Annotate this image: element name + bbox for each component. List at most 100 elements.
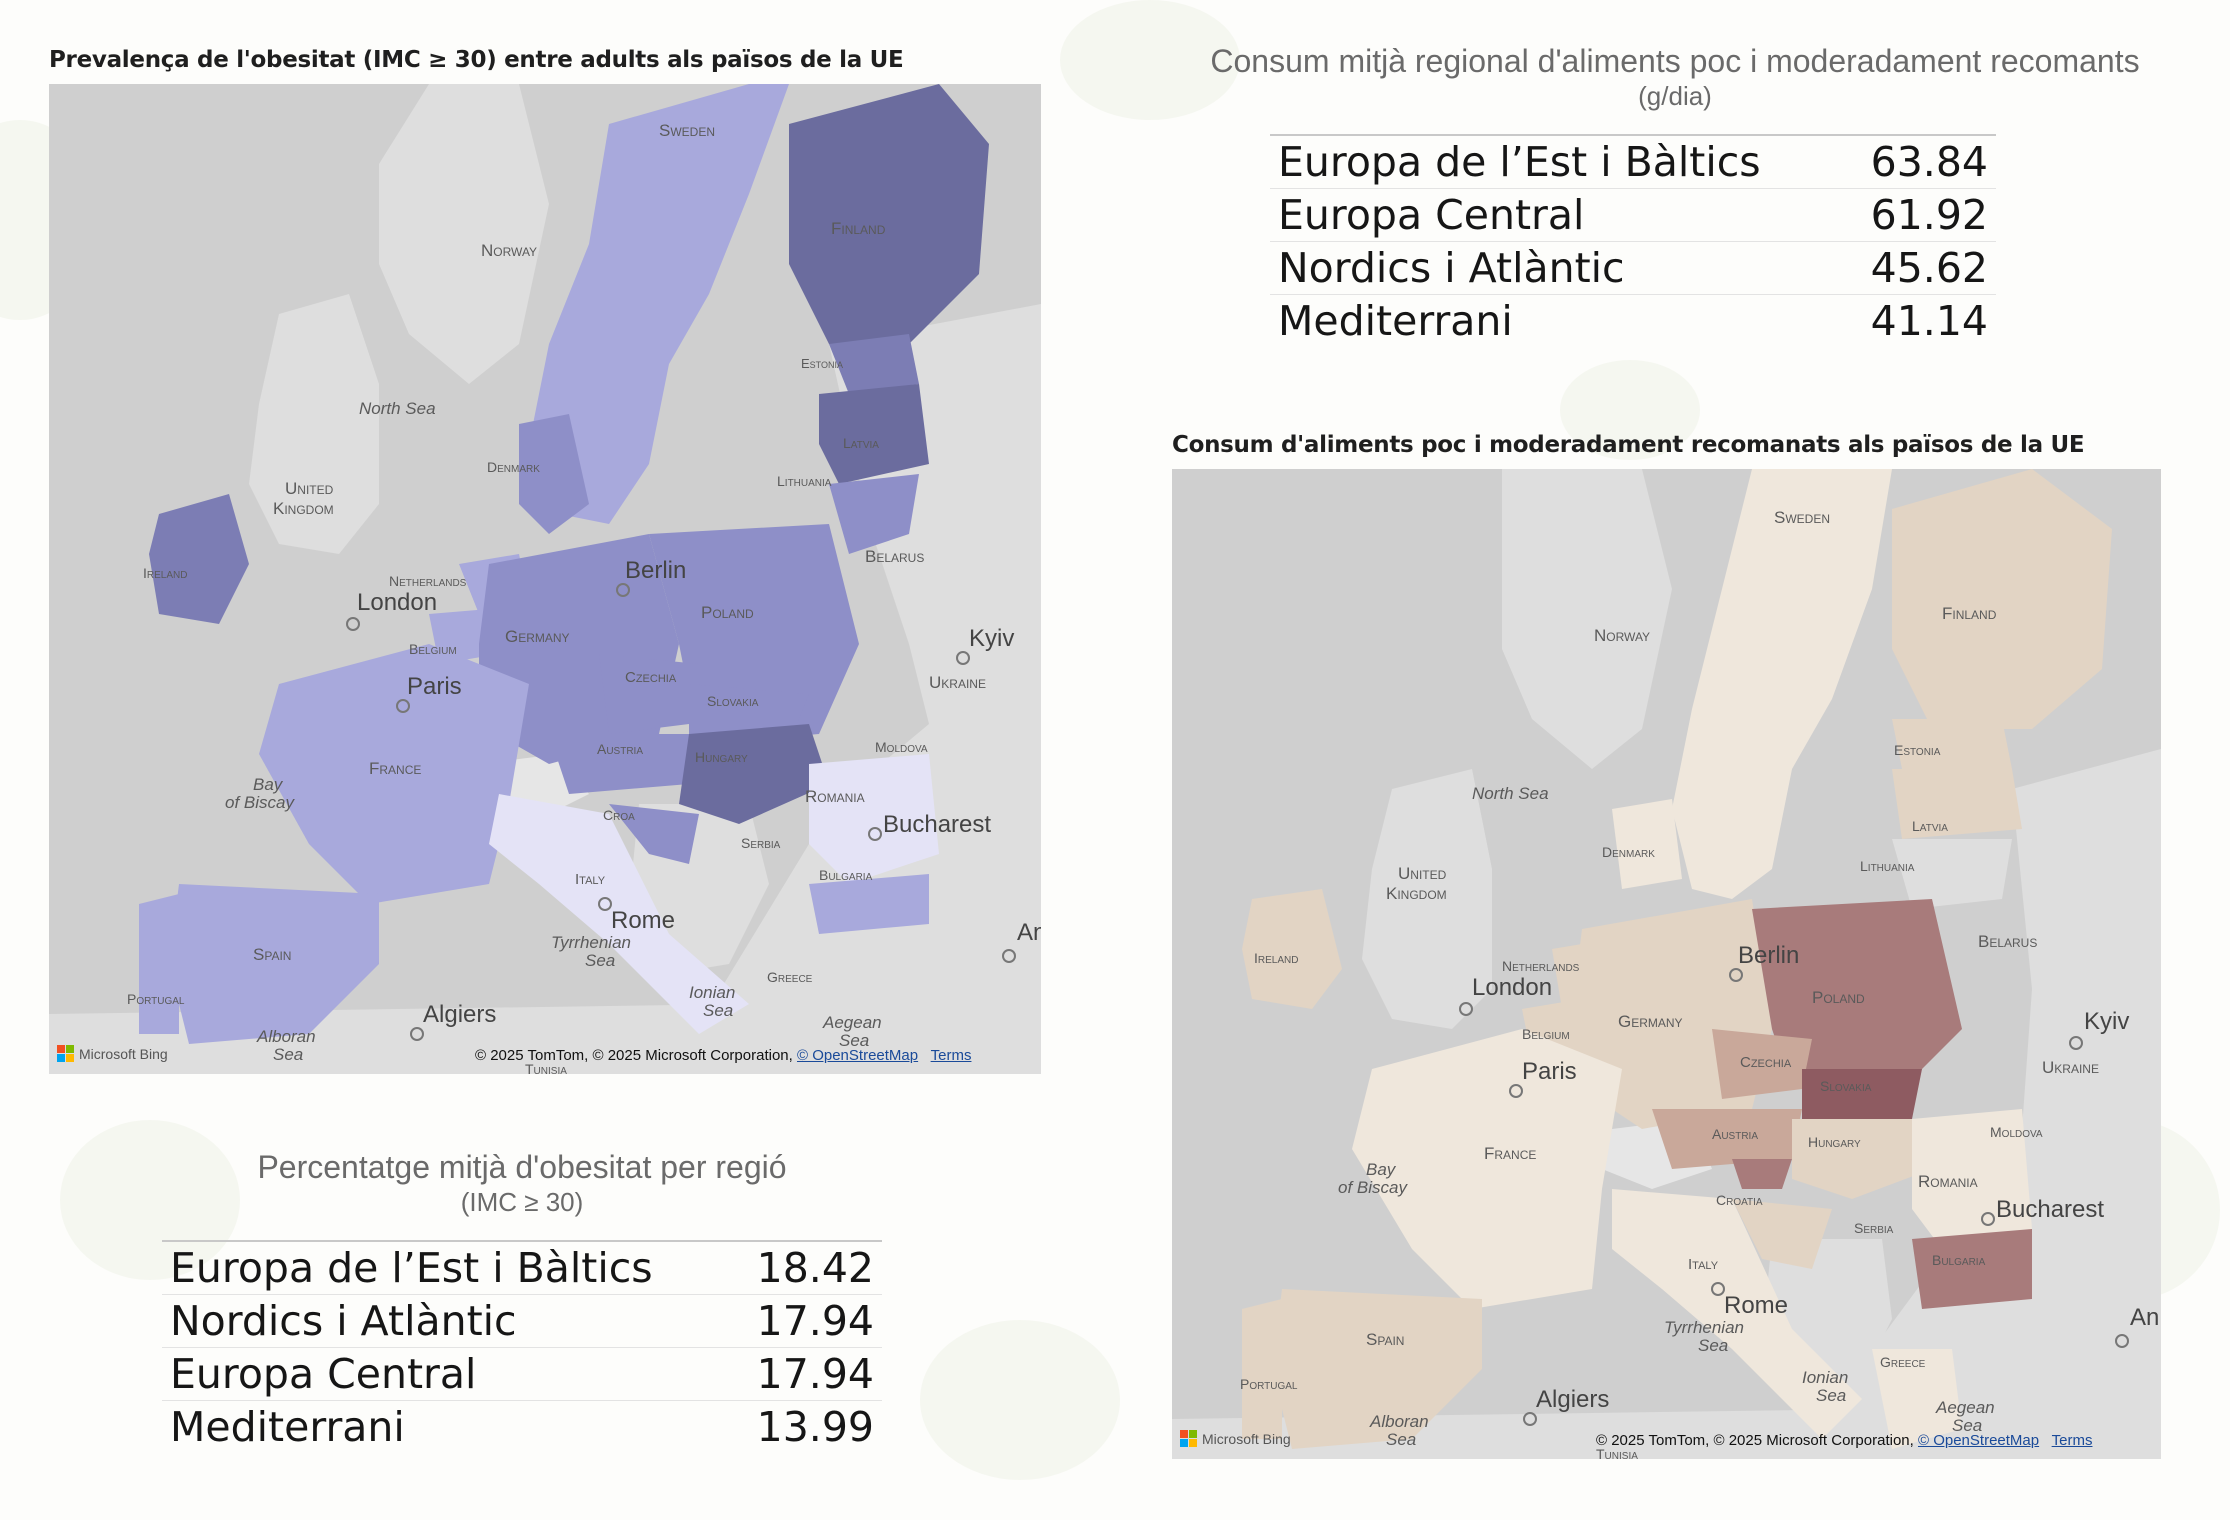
table-row[interactable]: Nordics i Atlàntic 17.94: [162, 1295, 882, 1348]
region-value: 45.62: [1870, 244, 1988, 292]
bing-logo-text: Microsoft Bing: [1202, 1430, 1291, 1447]
map-country-bulgaria: [1912, 1229, 2032, 1309]
table-row[interactable]: Nordics i Atlàntic 45.62: [1270, 242, 1996, 295]
map-country-greece: [749, 944, 839, 1044]
map-attribution: © 2025 TomTom, © 2025 Microsoft Corporat…: [1596, 1432, 2092, 1449]
terms-link[interactable]: Terms: [930, 1047, 972, 1064]
map-label-aegean: Aegean: [822, 1013, 882, 1032]
map-country-latvia: [1892, 769, 2022, 839]
map-label-lithuania: Lithuania: [1860, 858, 1915, 874]
map-label-romania: Romania: [1918, 1172, 1978, 1191]
map-land-east: [669, 304, 1041, 1074]
map-country-austria: [549, 734, 689, 794]
map-label-paris: Paris: [407, 673, 462, 700]
map-land-norway: [379, 84, 549, 384]
background-decoration: [920, 1320, 1120, 1480]
map-land-uk: [249, 294, 379, 554]
map-country-czechia: [599, 654, 699, 734]
map-label-sweden: Sweden: [1774, 508, 1830, 527]
map-label-kingdom: Kingdom: [273, 499, 334, 518]
map-label-romania: Romania: [805, 787, 865, 806]
map-label-netherlands: Netherlands: [1502, 958, 1580, 974]
table-row[interactable]: Mediterrani 13.99: [162, 1401, 882, 1453]
map-country-ireland: [149, 494, 249, 624]
map-country-denmark: [1612, 799, 1682, 889]
map-country-finland: [1892, 469, 2112, 729]
attribution-text: © 2025 TomTom, © 2025 Microsoft Corporat…: [1596, 1432, 1914, 1449]
map-label-united: United: [1398, 864, 1447, 883]
map-label-alboran-sea: Sea: [273, 1045, 303, 1064]
obesity-map[interactable]: Sweden Norway Finland Estonia Latvia Lit…: [49, 84, 1041, 1074]
consumption-table-subheading: (g/dia): [1638, 81, 1712, 111]
map-label-serbia: Serbia: [1854, 1220, 1894, 1236]
map-country-slovakia: [1802, 1069, 1922, 1119]
table-row[interactable]: Europa de l’Est i Bàltics 63.84: [1270, 136, 1996, 189]
map-label-tyrrhenian: Tyrrhenian: [1664, 1318, 1744, 1337]
map-label-kyiv: Kyiv: [969, 625, 1014, 652]
city-markers: [346, 583, 1016, 1041]
map-land-norway: [1502, 469, 1672, 769]
map-label-croatia: Croa: [603, 807, 635, 823]
map-label-latvia: Latvia: [843, 435, 879, 451]
map-country-romania: [1912, 1109, 2032, 1249]
consumption-map[interactable]: Sweden Norway Finland Estonia Latvia Lit…: [1172, 469, 2161, 1459]
openstreetmap-link[interactable]: © OpenStreetMap: [796, 1047, 919, 1064]
map-label-ukraine: Ukraine: [929, 673, 986, 692]
map-label-belarus: Belarus: [865, 547, 924, 566]
map-label-hungary: Hungary: [695, 749, 748, 765]
region-value: 17.94: [756, 1297, 874, 1345]
microsoft-logo-icon: [1180, 1430, 1197, 1447]
map-label-portugal: Portugal: [127, 991, 185, 1007]
map-label-london: London: [357, 589, 437, 616]
map-label-finland: Finland: [831, 219, 886, 238]
map-label-tunisia: Tunisia: [1596, 1446, 1638, 1459]
table-row[interactable]: Mediterrani 41.14: [1270, 295, 1996, 347]
table-row[interactable]: Europa Central 17.94: [162, 1348, 882, 1401]
map-label-ionian-sea: Sea: [703, 1001, 733, 1020]
map-label-poland: Poland: [1812, 988, 1865, 1007]
terms-link[interactable]: Terms: [2051, 1432, 2093, 1449]
map-label-an: An: [2130, 1304, 2159, 1331]
map-label-tyrrhenian: Tyrrhenian: [551, 933, 631, 952]
map-label-sweden: Sweden: [659, 121, 715, 140]
table-row[interactable]: Europa Central 61.92: [1270, 189, 1996, 242]
region-name: Europa Central: [1278, 191, 1585, 239]
map-label-hungary: Hungary: [1808, 1134, 1861, 1150]
region-name: Nordics i Atlàntic: [1278, 244, 1625, 292]
bing-logo: Microsoft Bing: [57, 1045, 168, 1062]
map-label-germany: Germany: [1618, 1012, 1683, 1031]
map-label-slovakia: Slovakia: [1820, 1078, 1872, 1094]
map-country-france: [1352, 1029, 1622, 1309]
map-country-sweden: [529, 84, 789, 524]
background-decoration: [1060, 0, 1240, 120]
map-label-finland: Finland: [1942, 604, 1997, 623]
map-label-italy: Italy: [575, 871, 606, 888]
map-label-kyiv: Kyiv: [2084, 1008, 2129, 1035]
map-label-belgium: Belgium: [1522, 1026, 1570, 1042]
map-country-greece: [1872, 1349, 1962, 1449]
map-label-belarus: Belarus: [1978, 932, 2037, 951]
region-value: 61.92: [1870, 191, 1988, 239]
map-country-austria: [1652, 1109, 1802, 1169]
openstreetmap-link[interactable]: © OpenStreetMap: [1917, 1432, 2040, 1449]
table-row[interactable]: Europa de l’Est i Bàltics 18.42: [162, 1242, 882, 1295]
map-label-france: France: [1484, 1144, 1536, 1163]
map-label-aegean: Aegean: [1935, 1398, 1995, 1417]
map-label-croatia: Croatia: [1716, 1192, 1763, 1208]
attribution-text: © 2025 TomTom, © 2025 Microsoft Corporat…: [475, 1047, 793, 1064]
map-country-lithuania: [1892, 839, 2012, 909]
map-label-moldova: Moldova: [875, 739, 928, 755]
map-label-algiers: Algiers: [423, 1001, 496, 1028]
map-label-alboran: Alboran: [1369, 1412, 1429, 1431]
map-label-spain: Spain: [1366, 1330, 1404, 1349]
map-country-czechia: [1712, 1029, 1812, 1099]
map-label-bulgaria: Bulgaria: [1932, 1252, 1986, 1268]
map-country-portugal: [1242, 1299, 1282, 1439]
map-label-denmark: Denmark: [1602, 844, 1655, 860]
map-country-hungary: [679, 724, 829, 824]
map-label-paris: Paris: [1522, 1058, 1577, 1085]
map-label-poland: Poland: [701, 603, 754, 622]
map-country-finland: [789, 84, 989, 344]
map-label-estonia: Estonia: [801, 356, 843, 371]
map-label-north-sea: North Sea: [359, 399, 436, 418]
